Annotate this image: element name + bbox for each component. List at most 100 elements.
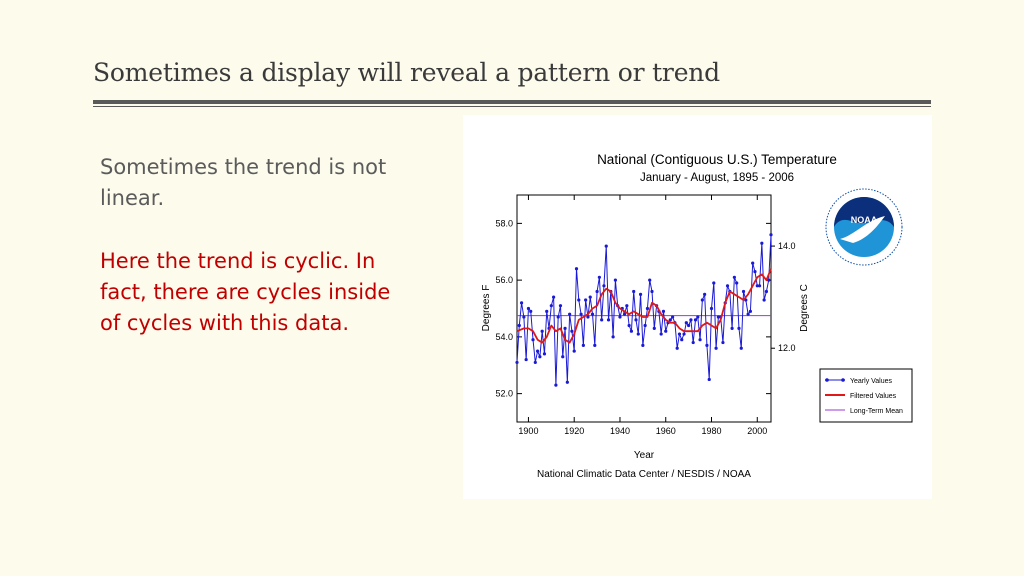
yearly-point	[725, 284, 730, 288]
yearly-point	[517, 323, 521, 328]
x-tick-label: 1900	[518, 426, 538, 436]
yearly-point	[762, 298, 766, 302]
yearly-point	[693, 318, 698, 322]
legend-marker-yearly	[841, 378, 845, 382]
yearly-point	[602, 284, 606, 288]
yearly-point	[687, 323, 691, 328]
yearly-point	[568, 312, 572, 316]
legend-label-yearly: Yearly Values	[850, 378, 893, 385]
yearly-point	[574, 267, 579, 271]
yearly-point	[632, 289, 636, 294]
yearly-point	[618, 315, 622, 319]
yearly-point	[730, 326, 734, 330]
yearly-point	[627, 323, 631, 328]
yearly-point	[590, 312, 595, 316]
yearly-point	[558, 304, 563, 308]
yearly-point	[680, 338, 684, 342]
yearly-point	[531, 338, 535, 342]
yearly-point	[703, 292, 707, 296]
yearly-point	[739, 346, 743, 350]
yearly-point	[572, 349, 576, 353]
yearly-point	[682, 332, 686, 336]
yearly-point	[746, 312, 750, 316]
legend-item-yearly: Yearly Values	[825, 378, 893, 385]
yearly-point	[735, 281, 739, 285]
yearly-point	[570, 329, 574, 333]
yearly-point	[542, 352, 547, 356]
yearly-point	[584, 298, 588, 302]
x-axis: 1900 1920 1940 1960 1980 2000	[518, 195, 767, 436]
yearly-point	[549, 304, 553, 308]
yearly-point	[515, 360, 519, 365]
yearly-point	[705, 343, 709, 347]
yearly-point	[643, 323, 647, 328]
y-tick-label: 56.0	[495, 275, 513, 285]
yearly-point	[671, 315, 675, 319]
yearly-point	[668, 318, 672, 322]
yearly-point	[629, 329, 634, 333]
yearly-point	[522, 315, 526, 319]
yearly-point	[600, 318, 604, 322]
chart-legend: Yearly Values Filtered Values Long-Term …	[819, 368, 913, 423]
yearly-point	[565, 380, 569, 384]
yearly-point	[645, 306, 650, 311]
yearly-point	[545, 309, 549, 313]
body-paragraph-nonlinear: Sometimes the trend is not linear.	[100, 155, 387, 210]
yearly-point	[613, 278, 617, 282]
yearly-point	[554, 383, 558, 387]
noaa-logo: NOAA	[825, 188, 903, 266]
yearly-point	[721, 340, 725, 345]
y-axis-left: 52.0 54.0 56.0 58.0	[495, 218, 771, 399]
yearly-point	[675, 346, 679, 350]
yearly-point	[561, 355, 565, 359]
yearly-point	[538, 355, 542, 359]
x-tick-label: 1940	[610, 426, 630, 436]
yearly-point	[751, 261, 755, 265]
yearly-point	[552, 295, 556, 299]
yearly-point	[661, 309, 666, 313]
yearly-point	[716, 315, 720, 319]
x-tick-label: 2000	[747, 426, 767, 436]
noaa-logo-bird	[840, 216, 885, 243]
series-line-filtered	[516, 268, 772, 344]
yearly-point	[634, 318, 638, 322]
legend-marker-yearly	[825, 378, 829, 382]
temperature-chart: National (Contiguous U.S.) Temperature J…	[481, 152, 913, 480]
yearly-point	[597, 275, 601, 279]
series-line-yearly	[516, 234, 772, 386]
yearly-point	[737, 326, 741, 330]
y-axis-label-right: Degrees C	[799, 284, 810, 332]
y-tick-label: 52.0	[495, 389, 513, 399]
x-tick-label: 1960	[656, 426, 676, 436]
yearly-point	[748, 309, 753, 313]
yearly-point	[700, 298, 704, 302]
yearly-point	[563, 326, 567, 330]
x-tick-label: 1980	[701, 426, 721, 436]
yearly-point	[625, 304, 629, 308]
yearly-point	[524, 357, 528, 362]
yearly-point	[540, 329, 544, 333]
title-divider	[93, 100, 931, 104]
yearly-point	[586, 315, 590, 319]
yearly-point	[659, 332, 663, 336]
y-axis-label-left: Degrees F	[481, 285, 492, 332]
yearly-point	[684, 321, 688, 325]
yearly-point	[677, 332, 682, 336]
y-tick-label: 54.0	[495, 332, 513, 342]
y-tick-label-right: 14.0	[778, 241, 796, 251]
yearly-point	[604, 244, 608, 248]
yearly-point	[529, 309, 533, 313]
yearly-point	[691, 340, 695, 345]
yearly-point	[714, 346, 718, 350]
chart-title: National (Contiguous U.S.) Temperature	[597, 152, 837, 167]
yearly-point	[622, 312, 627, 316]
yearly-point	[606, 318, 611, 322]
yearly-point	[588, 295, 592, 299]
legend-label-mean: Long-Term Mean	[850, 408, 903, 415]
y-tick-label: 58.0	[495, 218, 513, 228]
yearly-point	[760, 241, 764, 245]
yearly-point	[696, 315, 700, 319]
chart-subtitle: January - August, 1895 - 2006	[640, 172, 794, 184]
yearly-point	[526, 306, 531, 311]
yearly-point	[767, 278, 771, 282]
